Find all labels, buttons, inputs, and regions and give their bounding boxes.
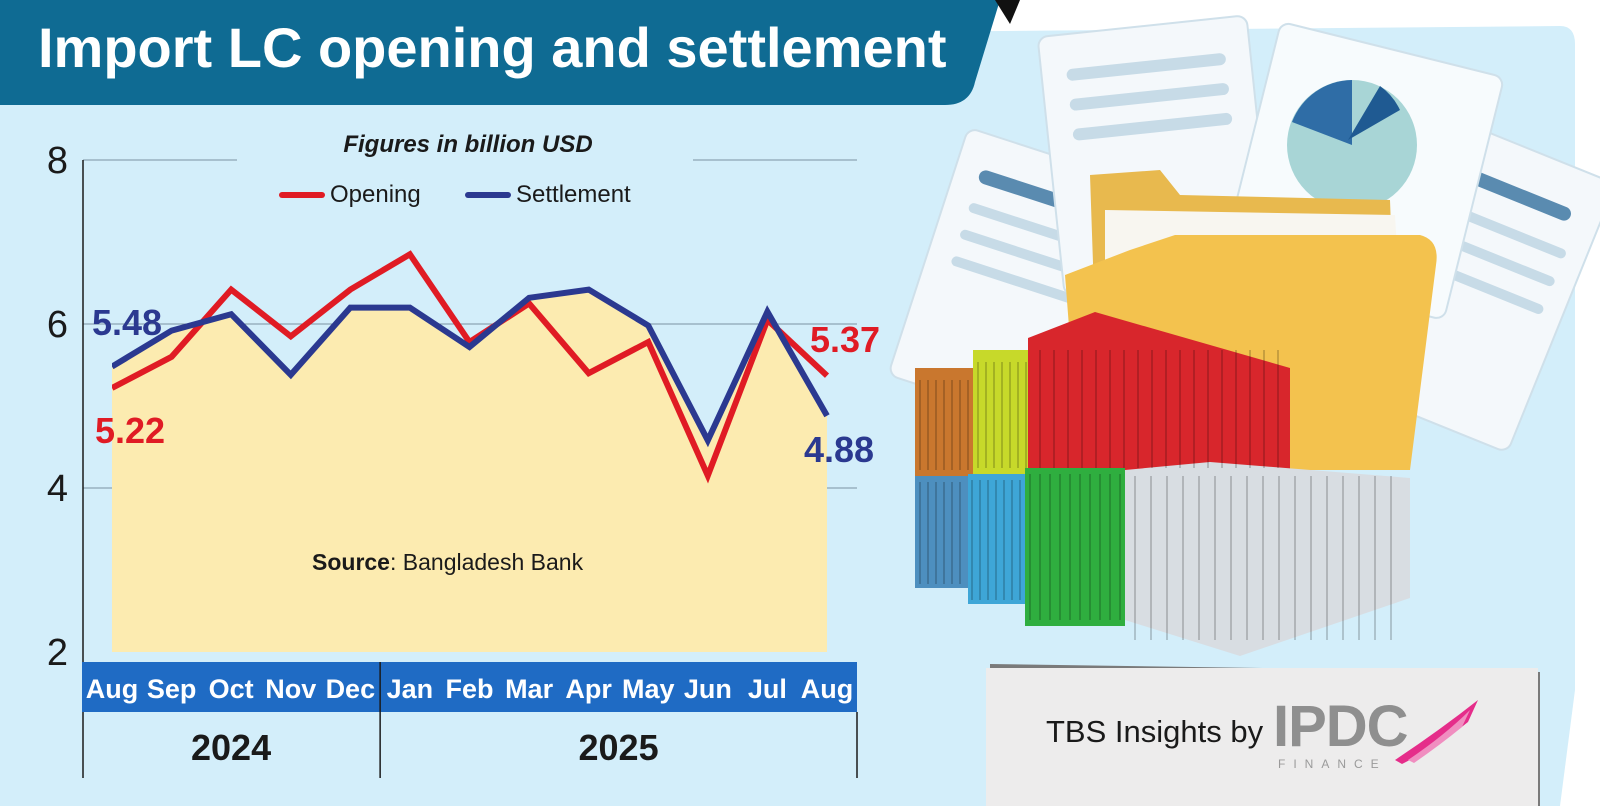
x-tick-label: Jun [684, 674, 732, 704]
y-tick-labels: 2 4 6 8 [47, 140, 68, 674]
y-tick-label: 8 [47, 140, 68, 182]
x-axis-bar [82, 662, 857, 712]
source-note: Source: Bangladesh Bank [312, 549, 584, 575]
brand-box: TBS Insights by IPDC FINANCE [986, 664, 1540, 806]
shipping-containers-illustration [915, 312, 1410, 656]
line-chart: 2 4 6 8 Figures in billion USD Opening Sett… [47, 120, 880, 778]
title-banner [0, 0, 1000, 105]
x-tick-labels: Aug Sep Oct Nov Dec Jan Feb Mar Apr May Jun Jul Aug [86, 674, 853, 704]
annotation-settlement-start: 5.48 [92, 302, 162, 343]
legend-label-opening: Opening [330, 181, 421, 208]
x-tick-label: Mar [505, 674, 554, 704]
subtitle-background [237, 120, 693, 172]
x-tick-label: Jul [748, 674, 787, 704]
year-label: 2024 [191, 727, 271, 768]
brand-logo-sub: FINANCE [1278, 757, 1387, 771]
series-lines [112, 250, 830, 484]
legend-label-settlement: Settlement [516, 181, 631, 208]
annotation-opening-end: 5.37 [810, 319, 880, 360]
page-title: Import LC opening and settlement [38, 16, 946, 79]
source-text: : Bangladesh Bank [390, 549, 584, 575]
annotation-opening-start: 5.22 [95, 410, 165, 451]
settlement-area [112, 289, 827, 652]
x-tick-label: Jan [387, 674, 434, 704]
source-label: Source [312, 549, 390, 575]
x-tick-label: Aug [801, 674, 853, 704]
brand-logo-text: IPDC [1273, 694, 1408, 759]
x-tick-label: Nov [265, 674, 316, 704]
value-annotations: 5.48 5.22 5.37 4.88 [92, 302, 880, 470]
x-tick-label: Apr [565, 674, 612, 704]
x-tick-label: May [622, 674, 675, 704]
banner-corner [995, 0, 1020, 24]
year-groups: 2024 2025 [191, 662, 858, 778]
chart-subtitle: Figures in billion USD [343, 131, 592, 158]
brand-prefix: TBS Insights by [1046, 714, 1264, 749]
x-tick-label: Oct [209, 674, 254, 704]
y-tick-label: 6 [47, 304, 68, 346]
x-tick-label: Feb [445, 674, 493, 704]
svg-text:Source: Bangladesh Bank: Source: Bangladesh Bank [312, 549, 584, 575]
x-tick-label: Aug [86, 674, 138, 704]
year-label: 2025 [579, 727, 659, 768]
x-tick-label: Dec [326, 674, 376, 704]
y-tick-label: 2 [47, 632, 68, 674]
ipdc-swoosh-icon [1395, 700, 1478, 764]
y-tick-label: 4 [47, 468, 68, 510]
pie-chart-icon [1287, 80, 1417, 210]
annotation-settlement-end: 4.88 [804, 429, 874, 470]
x-tick-label: Sep [147, 674, 197, 704]
legend: Opening Settlement [279, 181, 631, 208]
